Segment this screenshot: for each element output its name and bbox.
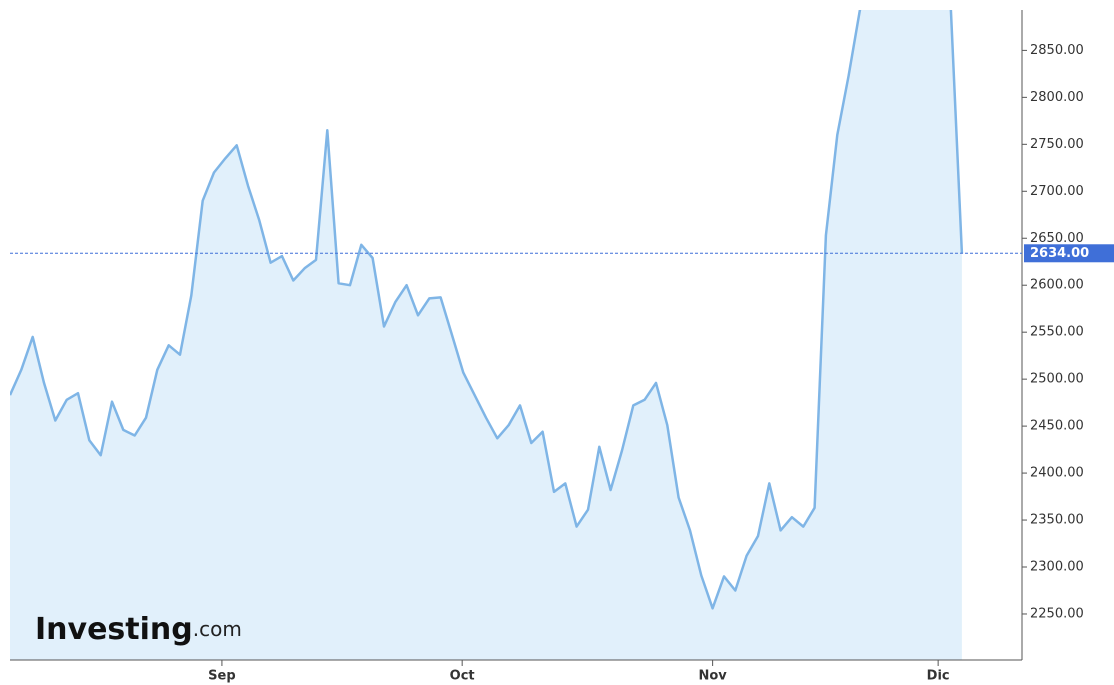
y-tick-label: 2400.00: [1030, 466, 1084, 481]
logo-suffix: .com: [193, 617, 242, 641]
y-tick-label: 2750.00: [1030, 137, 1084, 152]
x-tick-label: Nov: [698, 669, 727, 684]
x-tick-label: Oct: [450, 669, 475, 684]
y-tick-label: 2650.00: [1030, 231, 1084, 246]
x-tick-label: Dic: [927, 669, 950, 684]
y-tick-label: 2300.00: [1030, 560, 1084, 575]
logo-main: Investing: [35, 612, 193, 647]
y-tick-label: 2700.00: [1030, 184, 1084, 199]
plot-area: [10, 10, 964, 660]
y-tick-label: 2600.00: [1030, 278, 1084, 293]
y-tick-label: 2800.00: [1030, 90, 1084, 105]
y-tick-label: 2250.00: [1030, 606, 1084, 621]
price-line: [10, 10, 964, 610]
y-tick-label: 2550.00: [1030, 325, 1084, 340]
x-tick-label: Sep: [208, 669, 236, 684]
area-fill: [10, 10, 962, 660]
y-tick-label: 2500.00: [1030, 372, 1084, 387]
current-price-label: 2634.00: [1030, 246, 1089, 261]
current-price-badge: [1024, 244, 1114, 263]
y-tick-label: 2350.00: [1030, 513, 1084, 528]
y-tick-label: 2850.00: [1030, 43, 1084, 58]
y-tick-label: 2450.00: [1030, 419, 1084, 434]
logo: Investing.com: [35, 612, 242, 647]
